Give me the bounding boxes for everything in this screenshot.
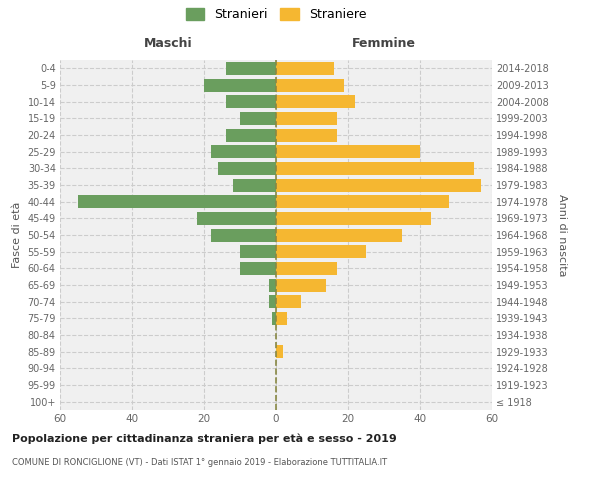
- Text: Femmine: Femmine: [352, 37, 416, 50]
- Bar: [233, 178, 276, 192]
- Bar: [211, 145, 276, 158]
- Bar: [276, 178, 481, 192]
- Bar: [218, 162, 276, 175]
- Bar: [269, 278, 276, 291]
- Bar: [240, 262, 276, 275]
- Y-axis label: Fasce di età: Fasce di età: [12, 202, 22, 268]
- Bar: [269, 295, 276, 308]
- Bar: [276, 295, 301, 308]
- Bar: [276, 228, 402, 241]
- Y-axis label: Anni di nascita: Anni di nascita: [557, 194, 567, 276]
- Bar: [276, 112, 337, 125]
- Bar: [78, 195, 276, 208]
- Bar: [276, 128, 337, 141]
- Bar: [276, 195, 449, 208]
- Text: Popolazione per cittadinanza straniera per età e sesso - 2019: Popolazione per cittadinanza straniera p…: [12, 434, 397, 444]
- Bar: [240, 245, 276, 258]
- Bar: [204, 78, 276, 92]
- Bar: [240, 112, 276, 125]
- Bar: [276, 95, 355, 108]
- Bar: [226, 62, 276, 75]
- Legend: Stranieri, Straniere: Stranieri, Straniere: [181, 4, 371, 26]
- Bar: [276, 345, 283, 358]
- Text: COMUNE DI RONCIGLIONE (VT) - Dati ISTAT 1° gennaio 2019 - Elaborazione TUTTITALI: COMUNE DI RONCIGLIONE (VT) - Dati ISTAT …: [12, 458, 387, 467]
- Bar: [276, 162, 474, 175]
- Bar: [276, 245, 366, 258]
- Text: Maschi: Maschi: [143, 37, 193, 50]
- Bar: [276, 62, 334, 75]
- Bar: [276, 278, 326, 291]
- Bar: [276, 78, 344, 92]
- Bar: [276, 145, 420, 158]
- Bar: [211, 228, 276, 241]
- Bar: [276, 312, 287, 325]
- Bar: [272, 312, 276, 325]
- Bar: [276, 262, 337, 275]
- Bar: [276, 212, 431, 225]
- Bar: [197, 212, 276, 225]
- Bar: [226, 128, 276, 141]
- Bar: [226, 95, 276, 108]
